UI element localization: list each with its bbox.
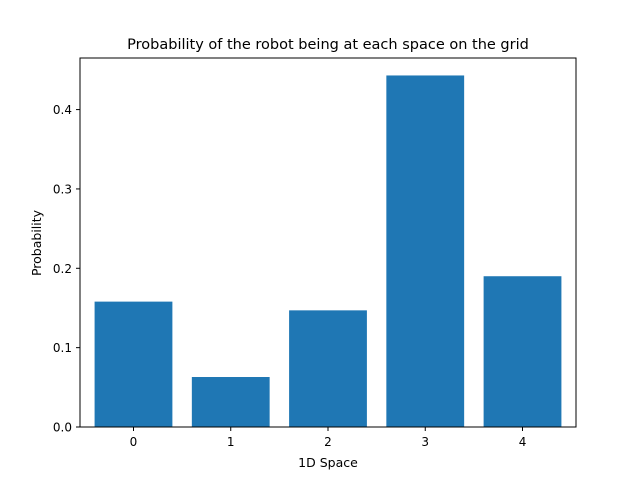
- x-tick-label: 1: [227, 435, 235, 449]
- bars: [94, 75, 562, 428]
- y-axis: 0.0 0.1 0.2 0.3 0.4: [53, 103, 80, 435]
- bar-4: [483, 276, 562, 427]
- bar-3: [386, 75, 465, 428]
- x-axis: 0 1 2 3 4: [130, 427, 527, 449]
- y-tick-label: 0.2: [53, 262, 72, 276]
- y-tick-label: 0.0: [53, 421, 72, 435]
- x-tick-label: 3: [421, 435, 429, 449]
- y-tick-label: 0.3: [53, 182, 72, 196]
- y-axis-label: Probability: [29, 209, 44, 276]
- x-tick-label: 2: [324, 435, 332, 449]
- chart-title: Probability of the robot being at each s…: [127, 37, 529, 53]
- x-tick-label: 0: [130, 435, 138, 449]
- x-tick-label: 4: [519, 435, 527, 449]
- y-tick-label: 0.1: [53, 341, 72, 355]
- y-tick-label: 0.4: [53, 103, 72, 117]
- x-axis-label: 1D Space: [298, 455, 358, 470]
- bar-1: [191, 377, 270, 427]
- bar-0: [94, 301, 173, 427]
- bar-2: [289, 310, 367, 427]
